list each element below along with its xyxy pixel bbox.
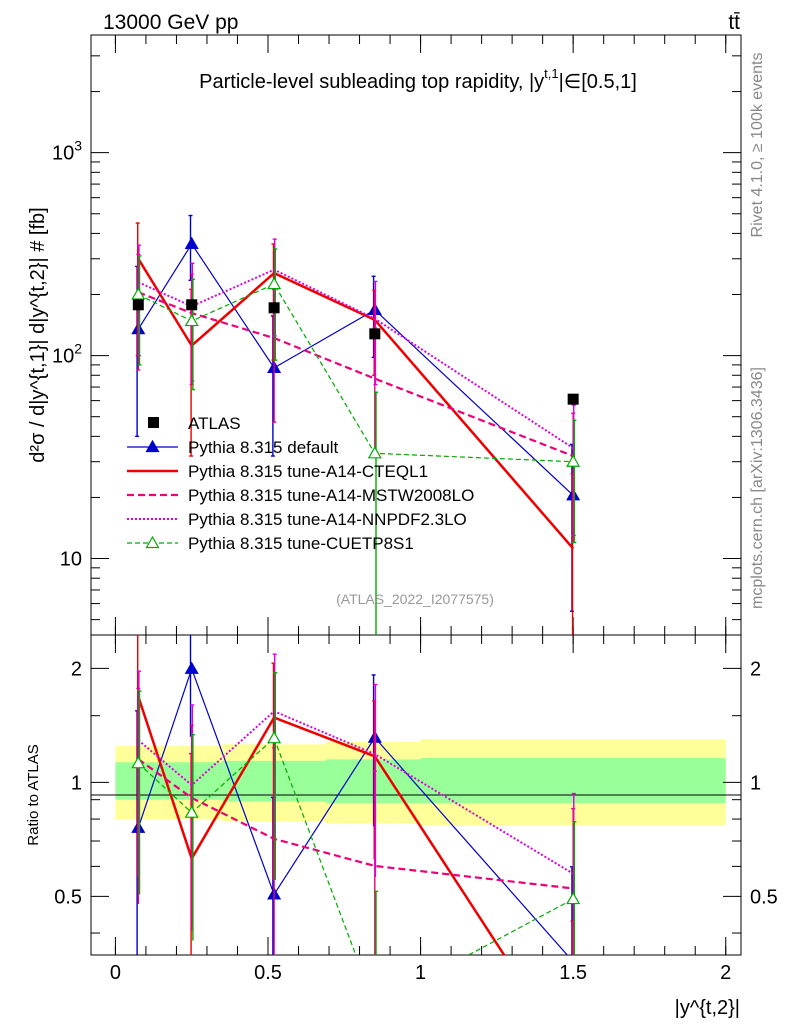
- series-5-ratio: [131, 672, 581, 1010]
- atlas-data-point: [132, 299, 144, 311]
- atlas-data: [132, 299, 579, 405]
- chart-title-text: Particle-level subleading top rapidity, …: [199, 71, 544, 93]
- ratio-y-tick-label: 2: [71, 658, 82, 680]
- y-tick-label: 102: [52, 341, 82, 368]
- analysis-label: (ATLAS_2022_I2077575): [336, 591, 494, 607]
- series-1-point: [184, 236, 199, 250]
- series-5-point: [267, 276, 282, 290]
- y-axis-label: d²σ / d|y^{t,1}| d|y^{t,2}| # [fb]: [27, 207, 49, 462]
- y-tick-label: 103: [52, 138, 82, 165]
- x-tick-label: 1: [415, 962, 426, 984]
- series-5-point: [131, 287, 146, 300]
- x-tick-label: 0: [110, 962, 121, 984]
- chart-title: Particle-level subleading top rapidity, …: [199, 66, 637, 93]
- legend-label-3: Pythia 8.315 tune-A14-MSTW2008LO: [188, 486, 474, 505]
- legend-marker-5: [145, 535, 160, 549]
- legend-marker-1: [145, 439, 160, 453]
- series-5-ratio-point: [184, 805, 199, 818]
- series-2-ratio: [137, 635, 575, 955]
- x-tick-label: 2: [720, 962, 731, 984]
- atlas-data-point: [186, 299, 198, 311]
- ratio-y-tick-label-right: 1: [750, 772, 761, 794]
- series-5-ratio-point: [131, 755, 146, 769]
- legend-label-4: Pythia 8.315 tune-A14-NNPDF2.3LO: [188, 510, 467, 529]
- series-5-point: [184, 313, 199, 327]
- series-5-ratio-point: [566, 891, 581, 905]
- ratio-series-layer: [131, 635, 581, 1010]
- series-5-main: [131, 248, 581, 635]
- series-5-ratio-point: [369, 999, 381, 1010]
- series-2-line: [137, 258, 575, 550]
- axes: 0 0.5 1 1.5 2 10 102 103 0.5 0.5 1 1 2 2: [52, 35, 778, 984]
- series-5-point: [367, 446, 382, 459]
- series-5-line: [138, 283, 574, 463]
- atlas-data-point: [567, 393, 579, 405]
- legend-label-1: Pythia 8.315 default: [188, 438, 339, 457]
- series-5-ratio-point: [267, 730, 282, 744]
- series-1-line: [137, 242, 574, 496]
- chart-title-suffix: |∈[0.5,1]: [559, 71, 637, 93]
- legend-atlas-marker: [148, 417, 159, 428]
- series-3-ratio: [136, 687, 576, 955]
- atlas-data-point: [268, 302, 280, 314]
- main-series-layer: [131, 214, 581, 635]
- series-2-main: [135, 222, 575, 635]
- x-axis-label: |y^{t,2}|: [675, 997, 740, 1019]
- ratio-y-tick-label-right: 2: [750, 658, 761, 680]
- chart-title-sup: t,1: [544, 66, 558, 81]
- series-5-point: [566, 454, 581, 467]
- ratio-y-tick-label-right: 0.5: [750, 886, 778, 908]
- mcplots-label: mcplots.cern.ch [arXiv:1306.3436]: [749, 367, 766, 609]
- legend-label-5: Pythia 8.315 tune-CUETP8S1: [188, 534, 414, 553]
- energy-label: 13000 GeV pp: [103, 11, 238, 34]
- ratio-y-axis-label: Ratio to ATLAS: [25, 744, 42, 845]
- legend-label-2: Pythia 8.315 tune-A14-CTEQL1: [188, 462, 428, 481]
- x-tick-label: 1.5: [559, 962, 587, 984]
- process-label: tt̄: [728, 11, 740, 34]
- ratio-uncertainty-bands: [115, 739, 726, 826]
- rivet-label: Rivet 4.1.0, ≥ 100k events: [749, 53, 766, 238]
- ratio-y-tick-label: 1: [71, 772, 82, 794]
- atlas-data-point: [369, 328, 381, 340]
- series-5-ratio-line: [137, 737, 574, 955]
- legend: ATLAS Pythia 8.315 default Pythia 8.315 tu…: [127, 414, 474, 553]
- ratio-y-tick-label: 0.5: [54, 886, 82, 908]
- x-tick-label: 0.5: [254, 962, 282, 984]
- series-1-ratio-point: [184, 661, 199, 674]
- legend-atlas-label: ATLAS: [188, 414, 241, 433]
- y-tick-label: 10: [60, 549, 82, 571]
